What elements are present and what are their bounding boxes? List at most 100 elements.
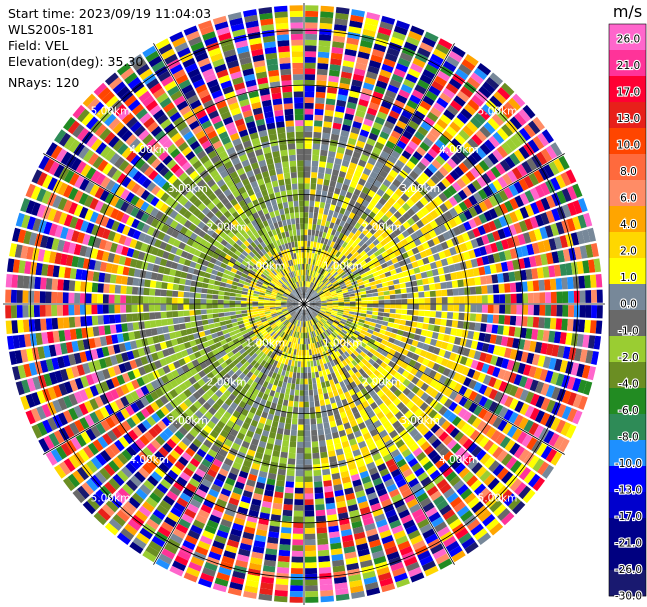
velocity-gate (369, 253, 377, 260)
velocity-gate (470, 238, 479, 249)
velocity-gate (434, 75, 448, 87)
velocity-gate (394, 188, 404, 197)
velocity-gate (423, 167, 434, 178)
velocity-gate (395, 159, 405, 169)
velocity-gate (361, 186, 370, 195)
velocity-gate (355, 275, 362, 281)
velocity-gate (359, 93, 371, 102)
velocity-gate (304, 212, 309, 218)
velocity-gate (470, 116, 483, 129)
velocity-gate (433, 102, 446, 113)
velocity-gate (529, 187, 540, 201)
velocity-gate (327, 156, 335, 164)
velocity-gate (304, 235, 308, 241)
velocity-gate (424, 223, 434, 232)
velocity-gate (341, 65, 354, 74)
velocity-gate (307, 229, 312, 236)
velocity-gate (311, 166, 318, 173)
velocity-gate (319, 161, 326, 168)
velocity-gate (388, 42, 402, 52)
velocity-gate (367, 189, 376, 198)
velocity-gate (414, 190, 424, 200)
velocity-gate (498, 216, 508, 227)
velocity-gate (479, 143, 491, 155)
velocity-gate (308, 297, 314, 301)
velocity-gate (407, 68, 421, 79)
velocity-gate (459, 242, 468, 252)
velocity-gate (309, 282, 313, 288)
velocity-gate (307, 275, 310, 282)
velocity-gate (332, 271, 338, 277)
velocity-gate (417, 79, 430, 90)
velocity-gate (330, 58, 342, 66)
velocity-gate (400, 193, 410, 202)
velocity-gate (305, 10, 319, 17)
velocity-gate (416, 176, 426, 186)
velocity-gate (356, 196, 364, 205)
velocity-gate (310, 290, 315, 295)
velocity-gate (504, 200, 514, 212)
velocity-gate (304, 292, 306, 299)
velocity-gate (489, 72, 504, 86)
velocity-gate (311, 264, 315, 271)
velocity-gate (342, 257, 349, 264)
velocity-gate (318, 261, 323, 268)
velocity-gate (305, 287, 308, 293)
velocity-gate (393, 228, 402, 237)
velocity-gate (406, 99, 419, 110)
velocity-gate (374, 85, 386, 95)
velocity-gate (362, 263, 369, 270)
velocity-gate (334, 265, 341, 272)
velocity-gate (325, 292, 331, 296)
velocity-gate (309, 206, 314, 213)
velocity-gate (503, 213, 513, 225)
velocity-gate (346, 143, 355, 151)
velocity-gate (373, 250, 381, 257)
velocity-gate (492, 179, 503, 192)
velocity-gate (373, 193, 382, 202)
velocity-gate (311, 291, 317, 296)
velocity-gate (383, 255, 391, 262)
velocity-gate (350, 248, 357, 255)
velocity-gate (438, 192, 448, 203)
velocity-gate (508, 184, 519, 197)
velocity-gate (379, 69, 392, 79)
velocity-gate (322, 126, 332, 134)
velocity-gate (334, 205, 341, 213)
velocity-gate (377, 269, 385, 275)
velocity-gate (555, 174, 566, 189)
velocity-gate (540, 197, 551, 211)
velocity-gate (413, 238, 422, 247)
velocity-gate (468, 207, 478, 218)
velocity-gate (545, 195, 556, 209)
velocity-gate (361, 243, 368, 250)
velocity-gate (316, 218, 322, 226)
velocity-gate (344, 48, 357, 57)
velocity-gate (372, 166, 381, 175)
velocity-gate (311, 270, 315, 277)
velocity-gate (499, 159, 511, 172)
velocity-gate (309, 195, 315, 202)
velocity-gate (416, 244, 425, 253)
velocity-gate (307, 295, 312, 300)
velocity-gate (399, 135, 410, 145)
velocity-gate (378, 105, 390, 115)
velocity-gate (455, 68, 469, 81)
velocity-gate (304, 292, 306, 299)
velocity-gate (443, 199, 453, 210)
velocity-gate (366, 138, 376, 147)
velocity-gate (321, 190, 328, 198)
velocity-gate (353, 214, 360, 222)
velocity-gate (372, 238, 380, 246)
velocity-gate (418, 235, 427, 244)
velocity-gate (326, 265, 331, 272)
velocity-gate (317, 178, 324, 185)
velocity-gate (459, 146, 470, 158)
velocity-gate (376, 32, 390, 42)
velocity-gate (451, 45, 466, 58)
velocity-gate (357, 51, 370, 60)
velocity-gate (306, 252, 310, 259)
velocity-gate (314, 120, 323, 127)
velocity-gate (318, 254, 323, 261)
velocity-gate (370, 267, 378, 274)
